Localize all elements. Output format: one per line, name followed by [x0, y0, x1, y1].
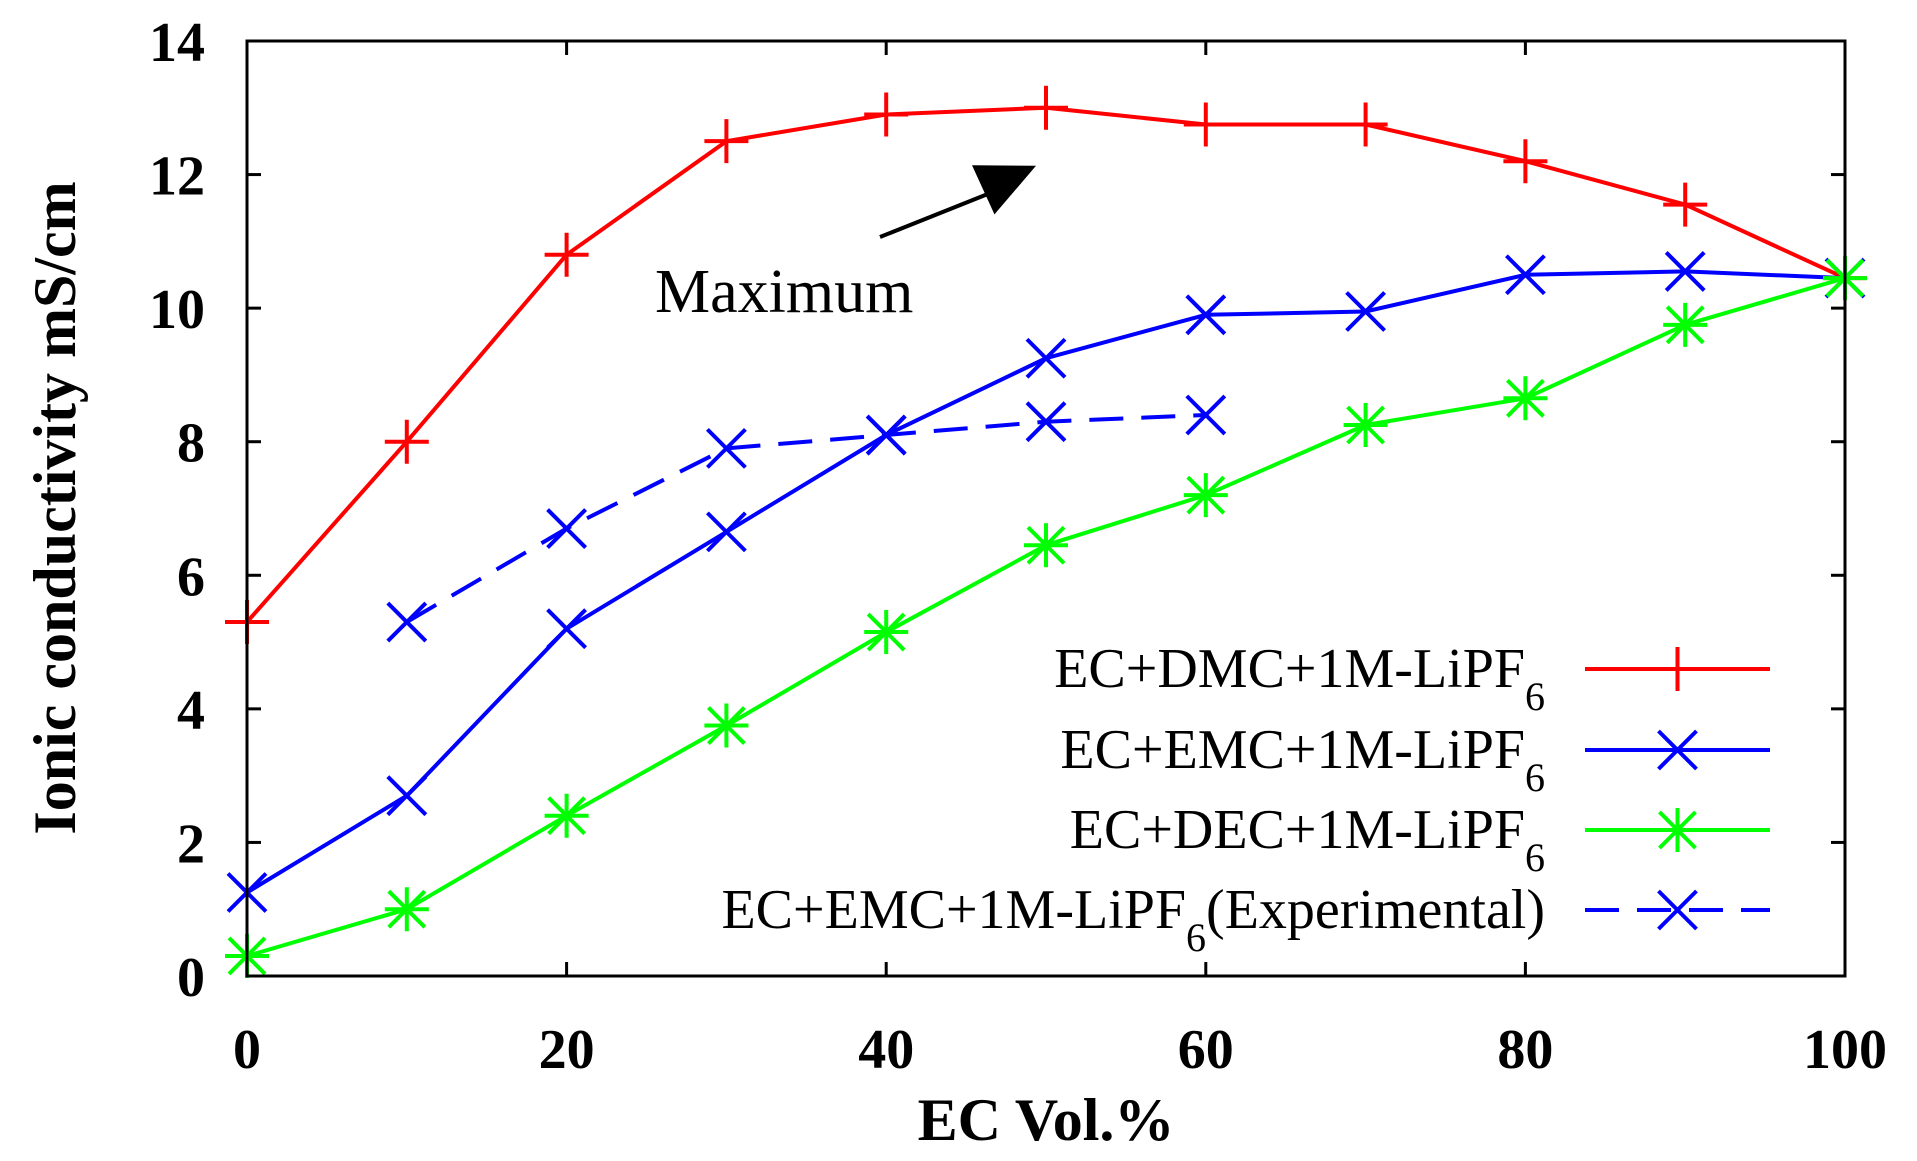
y-tick-label-2: 4	[177, 680, 205, 742]
series-1-point-2	[546, 608, 588, 650]
x-tick-label-4: 80	[1497, 1019, 1553, 1081]
x-tick-label-5: 100	[1803, 1019, 1887, 1081]
legend-marker-2	[1655, 808, 1700, 852]
y-tick-label-7: 14	[149, 12, 205, 74]
series-0-point-1	[384, 419, 429, 464]
series-0-point-6	[1183, 102, 1228, 147]
series-1-point-8	[1504, 254, 1546, 296]
series-2-point-3	[704, 703, 749, 748]
x-tick-label-0: 0	[233, 1019, 261, 1081]
series-1-point-3	[705, 511, 747, 553]
axis-ticks: 0 20 40 60 80 100 0 2 4 6 8 10 12 14	[149, 12, 1887, 1081]
legend-marker-0	[1655, 647, 1700, 691]
y-tick-label-5: 10	[149, 279, 205, 341]
annotation-arrow-line	[879, 184, 1007, 239]
series-2-point-6	[1183, 473, 1228, 518]
legend-label-2: EC+DEC+1M-LiPF6	[1070, 799, 1545, 880]
series-0-point-7	[1343, 102, 1388, 147]
x-tick-label-1: 20	[539, 1019, 595, 1081]
series-1-point-7	[1345, 291, 1387, 332]
series-2-point-4	[864, 610, 909, 655]
series-0-point-3	[704, 119, 749, 164]
annotation-label-0: Maximum	[655, 258, 913, 326]
series-0-point-4	[864, 92, 909, 137]
x-tick-label-2: 40	[858, 1019, 914, 1081]
series-2-line	[246, 276, 1846, 958]
series-0-point-9	[1663, 182, 1708, 227]
annotation: Maximum	[655, 165, 1036, 326]
y-axis-label: Ionic conductivity mS/cm	[22, 181, 88, 834]
series-3-point-4	[1025, 401, 1067, 443]
series-2-point-2	[544, 793, 589, 838]
legend-label-0: EC+DMC+1M-LiPF6	[1054, 638, 1545, 719]
x-tick-label-3: 60	[1178, 1019, 1234, 1081]
legend-marker-1	[1657, 729, 1698, 771]
series-2-point-8	[1503, 376, 1548, 421]
series-3-point-5	[1185, 394, 1227, 436]
x-axis-label: EC Vol.%	[918, 1087, 1175, 1153]
series-2-point-1	[384, 887, 429, 932]
series-0-point-8	[1503, 139, 1548, 184]
series-3-point-2	[705, 427, 747, 469]
legend: EC+DMC+1M-LiPF6EC+EMC+1M-LiPF6EC+DEC+1M-…	[721, 638, 1770, 960]
legend-label-1: EC+EMC+1M-LiPF6	[1060, 719, 1545, 800]
series-1-line	[245, 269, 1846, 895]
plot-frame	[245, 39, 1847, 978]
series-3-point-0	[386, 601, 428, 643]
series-2-point-5	[1024, 523, 1068, 568]
series-1-point-1	[386, 775, 428, 817]
series-2-point-9	[1663, 302, 1708, 347]
legend-label-3: EC+EMC+1M-LiPF6(Experimental)	[721, 879, 1545, 960]
y-tick-label-3: 6	[177, 546, 205, 608]
y-tick-label-4: 8	[177, 413, 205, 475]
y-tick-label-6: 12	[149, 146, 205, 208]
plot-marks	[225, 85, 1867, 978]
series-1-point-5	[1025, 337, 1067, 379]
series-1-point-6	[1185, 294, 1227, 336]
series-3-line	[405, 413, 1206, 624]
series-3-point-3	[865, 414, 907, 456]
legend-marker-3	[1657, 889, 1698, 931]
annotation-arrow-head	[972, 165, 1036, 215]
series-0-point-2	[544, 232, 589, 277]
series-0-point-5	[1024, 85, 1068, 130]
series-3-point-1	[546, 508, 588, 549]
series-1-point-9	[1664, 250, 1706, 292]
series-2-point-7	[1343, 403, 1388, 448]
y-tick-label-0: 0	[177, 947, 205, 1009]
y-tick-label-1: 2	[177, 813, 205, 875]
